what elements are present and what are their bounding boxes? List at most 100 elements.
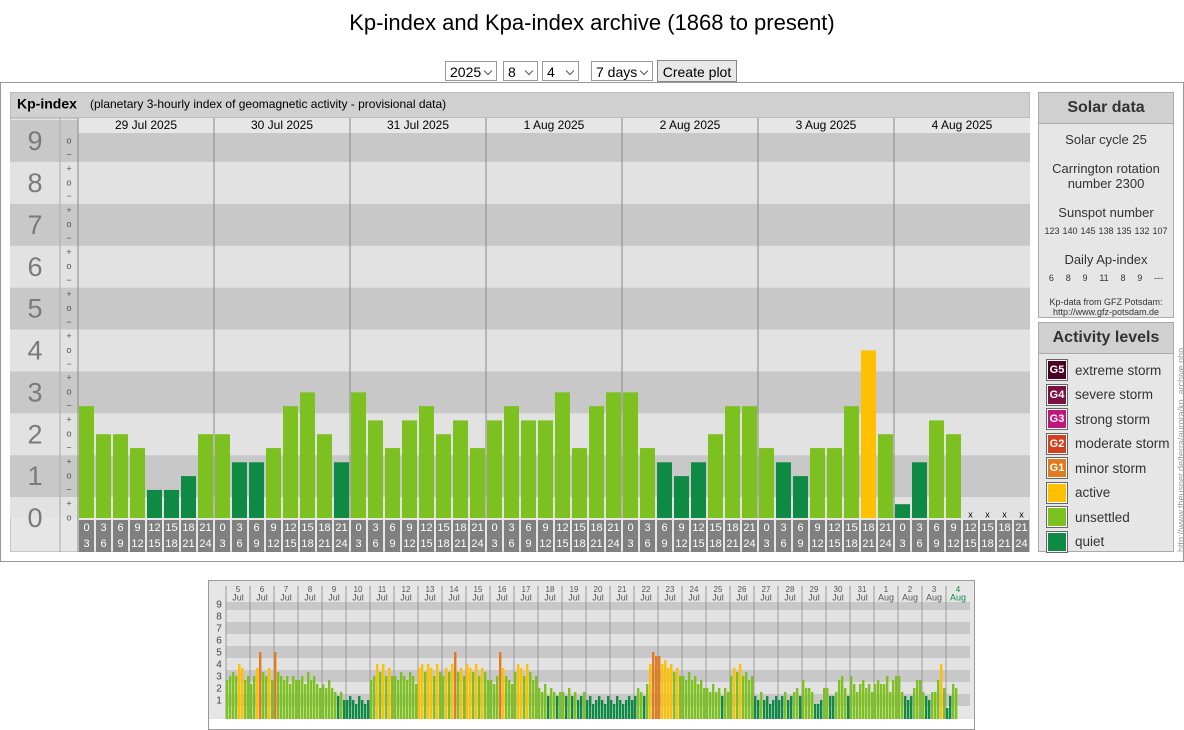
- month-select[interactable]: 8: [503, 61, 538, 81]
- day-select[interactable]: 4: [542, 61, 579, 81]
- bar: [878, 434, 893, 518]
- y-subtick-label: +: [66, 498, 71, 508]
- hour-end: 15: [964, 538, 976, 550]
- bar: [400, 672, 403, 719]
- hour-end: 6: [916, 538, 922, 550]
- hour-start: 0: [899, 522, 905, 534]
- date-month: Aug: [902, 592, 918, 602]
- date-month: Jul: [736, 592, 748, 602]
- date-month: Aug: [926, 592, 942, 602]
- bar: [472, 672, 475, 719]
- hour-start: 6: [525, 522, 531, 534]
- date-month: Jul: [376, 592, 388, 602]
- create-plot-button[interactable]: Create plot: [657, 60, 737, 82]
- bar: [301, 676, 304, 719]
- bar: [523, 676, 526, 719]
- bar: [453, 420, 468, 518]
- bar: [904, 696, 907, 719]
- date-day: 10: [354, 585, 363, 594]
- hour-end: 15: [420, 538, 432, 550]
- bar: [619, 700, 622, 719]
- bar: [826, 688, 829, 719]
- bar: [469, 667, 472, 719]
- bar: [463, 676, 466, 719]
- hour-cell: [147, 520, 162, 552]
- bar: [259, 652, 262, 719]
- y-subtick-label: −: [66, 484, 71, 494]
- bar: [385, 448, 400, 518]
- bar: [340, 691, 343, 719]
- hour-start: 3: [100, 522, 106, 534]
- hour-end: 18: [437, 538, 449, 550]
- hour-start: 9: [134, 522, 140, 534]
- level-name: strong storm: [1075, 411, 1151, 427]
- bar: [547, 696, 550, 719]
- bar: [763, 700, 766, 719]
- hour-end: 21: [318, 538, 330, 550]
- hour-start: 0: [763, 522, 769, 534]
- date-day: 8: [308, 585, 313, 594]
- y-subtick-label: +: [66, 415, 71, 425]
- bar: [487, 679, 490, 719]
- bar: [718, 688, 721, 719]
- bar: [538, 688, 541, 719]
- hour-start: 18: [998, 522, 1010, 534]
- bar: [775, 696, 778, 719]
- date-day: 7: [284, 585, 289, 594]
- date-month: Jul: [760, 592, 772, 602]
- bar: [778, 700, 781, 719]
- hour-cell: [759, 520, 774, 552]
- bar: [895, 504, 910, 518]
- hour-end: 9: [797, 538, 803, 550]
- date-month: Jul: [232, 592, 244, 602]
- bar: [910, 696, 913, 719]
- hour-start: 6: [253, 522, 259, 534]
- bar: [730, 676, 733, 719]
- hour-cell: [368, 520, 383, 552]
- level-badge: G1: [1046, 457, 1068, 480]
- hour-end: 21: [454, 538, 466, 550]
- hour-end: 12: [947, 538, 959, 550]
- date-label: 4 Aug 2025: [932, 118, 993, 132]
- bar: [370, 679, 373, 719]
- hour-cell: [963, 520, 978, 552]
- band: [226, 610, 970, 622]
- hour-cell: [453, 520, 468, 552]
- hour-start: 15: [437, 522, 449, 534]
- bar: [742, 676, 745, 719]
- hour-end: 18: [573, 538, 585, 550]
- hour-start: 9: [270, 522, 276, 534]
- bar: [289, 684, 292, 719]
- bar: [709, 691, 712, 719]
- hour-start: 6: [661, 522, 667, 534]
- hour-end: 3: [899, 538, 905, 550]
- bar: [637, 688, 640, 719]
- bar: [784, 691, 787, 719]
- date-day: 16: [498, 585, 507, 594]
- year-select[interactable]: 2025: [445, 61, 497, 81]
- sunspot-value: 107: [1152, 226, 1168, 236]
- hour-cell: [198, 520, 213, 552]
- hour-start: 6: [797, 522, 803, 534]
- date-month: Jul: [664, 592, 676, 602]
- bar: [271, 679, 274, 719]
- hour-start: 3: [236, 522, 242, 534]
- hour-cell: [538, 520, 553, 552]
- solar-cycle: Solar cycle 25: [1065, 132, 1147, 147]
- bar: [861, 350, 876, 518]
- hour-end: 6: [372, 538, 378, 550]
- y-tick-label: 3: [27, 377, 42, 407]
- hour-cell: [79, 520, 94, 552]
- ap-value: ---: [1154, 273, 1164, 283]
- bar: [402, 420, 417, 518]
- range-select[interactable]: 7 days: [591, 61, 653, 81]
- bar: [424, 672, 427, 719]
- bar: [478, 676, 481, 719]
- bar: [316, 684, 319, 719]
- date-day: 26: [738, 585, 747, 594]
- bar: [352, 700, 355, 719]
- date-label: 1 Aug 2025: [524, 118, 585, 132]
- y-subtick-label: +: [66, 205, 71, 215]
- hour-cell: [266, 520, 281, 552]
- bar: [670, 664, 673, 719]
